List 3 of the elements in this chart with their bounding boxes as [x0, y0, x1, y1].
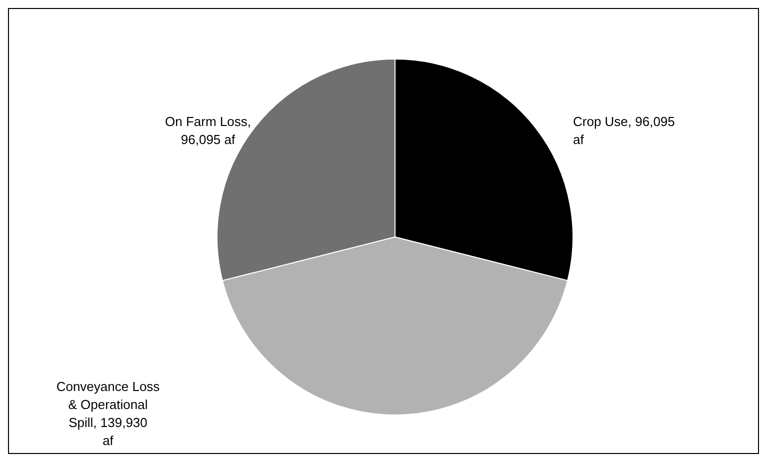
slice-label: On Farm Loss, 96,095 af [165, 114, 251, 147]
slice-label: Conveyance Loss & Operational Spill, 139,930 af [56, 379, 160, 448]
slice-label: Crop Use, 96,095 af [573, 114, 675, 147]
